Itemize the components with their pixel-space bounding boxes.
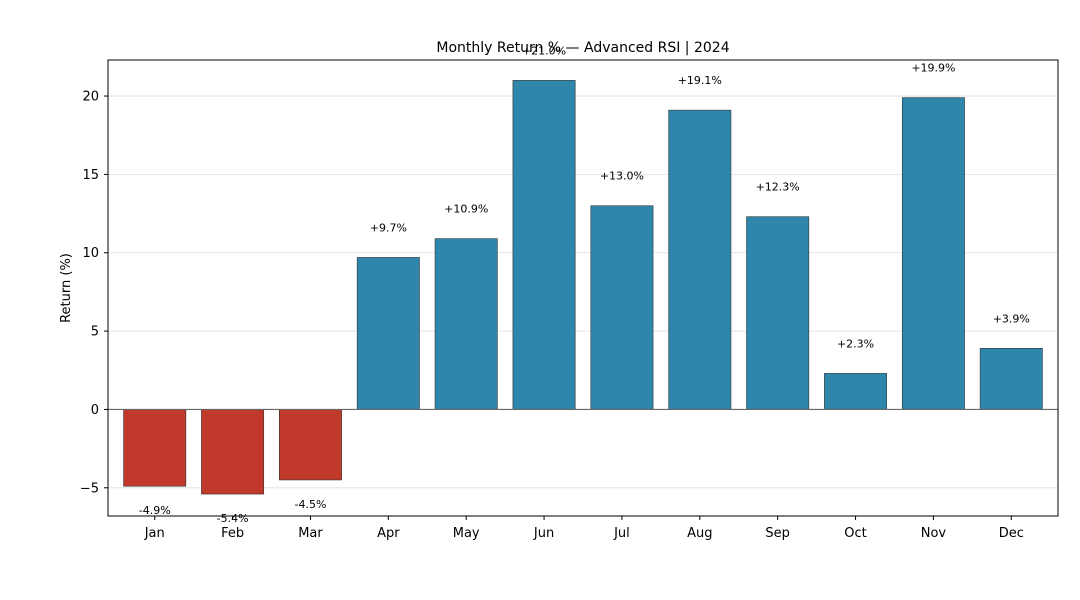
x-tick-label-apr: Apr bbox=[377, 526, 400, 541]
x-tick-label-jan: Jan bbox=[144, 526, 165, 541]
bar-aug bbox=[668, 109, 732, 410]
chart-title: Monthly Return % — Advanced RSI | 2024 bbox=[436, 40, 729, 56]
x-tick-label-jul: Jul bbox=[613, 526, 630, 541]
data-label-apr: +9.7% bbox=[370, 221, 407, 234]
data-label-nov: +19.9% bbox=[911, 62, 955, 75]
bar-jul bbox=[590, 205, 654, 410]
y-tick-label: −5 bbox=[80, 481, 99, 496]
bars-layer bbox=[123, 80, 1043, 495]
data-label-jan: -4.9% bbox=[139, 504, 171, 517]
data-label-jun: +21.0% bbox=[522, 44, 566, 57]
data-label-sep: +12.3% bbox=[756, 181, 800, 194]
data-label-mar: -4.5% bbox=[294, 498, 326, 511]
x-tick-label-sep: Sep bbox=[765, 526, 790, 541]
data-label-may: +10.9% bbox=[444, 203, 488, 216]
bar-feb bbox=[201, 409, 265, 495]
bar-jan bbox=[123, 409, 187, 487]
bar-mar bbox=[279, 409, 342, 481]
y-tick-label: 0 bbox=[91, 403, 99, 418]
bar-apr bbox=[356, 257, 420, 410]
data-label-aug: +19.1% bbox=[678, 74, 722, 87]
x-tick-label-dec: Dec bbox=[999, 526, 1024, 541]
data-labels-layer: -4.9%-5.4%-4.5%+9.7%+10.9%+21.0%+13.0%+1… bbox=[139, 44, 1030, 525]
x-tick-label-mar: Mar bbox=[298, 526, 323, 541]
y-tick-label: 15 bbox=[82, 168, 99, 183]
x-tick-label-feb: Feb bbox=[221, 526, 244, 541]
axes-frame bbox=[107, 59, 1059, 517]
bar-dec bbox=[979, 348, 1043, 410]
y-axis-label: Return (%) bbox=[59, 253, 74, 323]
bar-may bbox=[434, 238, 498, 410]
x-tick-label-nov: Nov bbox=[921, 526, 947, 541]
y-tick-label: 20 bbox=[82, 90, 99, 105]
bar-oct bbox=[824, 373, 887, 410]
bar-nov bbox=[901, 97, 965, 410]
data-label-dec: +3.9% bbox=[993, 312, 1030, 325]
x-tick-label-may: May bbox=[453, 526, 480, 541]
data-label-jul: +13.0% bbox=[600, 170, 644, 183]
x-tick-label-aug: Aug bbox=[687, 526, 712, 541]
bar-jun bbox=[512, 80, 576, 410]
y-tick-label: 10 bbox=[82, 246, 99, 261]
bar-sep bbox=[746, 216, 810, 410]
axes-layer: −5 0 5 10 15 20 Jan Feb Mar Apr May Jun Jul Aug Sep Oct… bbox=[80, 59, 1059, 541]
y-tick-label: 5 bbox=[91, 325, 99, 340]
data-label-oct: +2.3% bbox=[837, 337, 874, 350]
x-tick-label-jun: Jun bbox=[533, 526, 554, 541]
x-tick-label-oct: Oct bbox=[844, 526, 866, 541]
